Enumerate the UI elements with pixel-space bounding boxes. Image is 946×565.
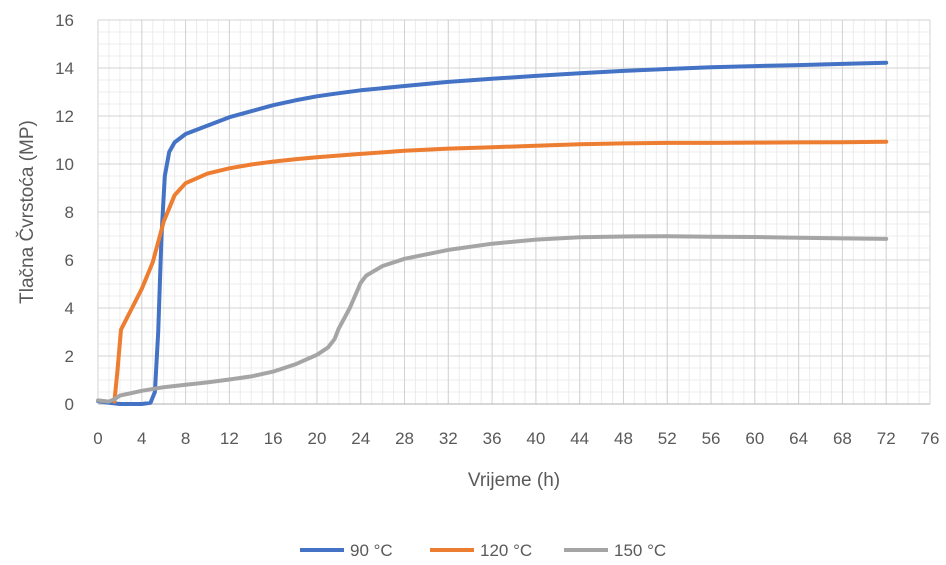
y-axis-title: Tlačna Čvrstoća (MP) — [16, 120, 38, 304]
x-tick-label: 16 — [264, 429, 283, 448]
x-tick-label: 8 — [181, 429, 190, 448]
y-tick-labels: 0 2 4 6 8 10 12 14 16 — [55, 11, 74, 414]
x-tick-label: 32 — [439, 429, 458, 448]
x-tick-label: 36 — [483, 429, 502, 448]
x-tick-label: 12 — [220, 429, 239, 448]
x-axis-title: Vrijeme (h) — [468, 470, 560, 491]
x-tick-label: 4 — [137, 429, 146, 448]
y-tick-label: 10 — [55, 155, 74, 174]
grid-major — [97, 19, 931, 405]
x-tick-label: 40 — [526, 429, 545, 448]
series-lines — [96, 60, 889, 406]
legend: 90 °C 120 °C 150 °C — [300, 541, 666, 560]
legend-label: 120 °C — [480, 541, 532, 560]
legend-label: 90 °C — [350, 541, 393, 560]
y-tick-label: 6 — [65, 251, 74, 270]
x-tick-label: 28 — [395, 429, 414, 448]
x-tick-label: 76 — [921, 429, 940, 448]
x-tick-label: 52 — [658, 429, 677, 448]
y-tick-label: 8 — [65, 203, 74, 222]
x-tick-label: 60 — [745, 429, 764, 448]
x-tick-label: 48 — [614, 429, 633, 448]
series-line — [96, 234, 889, 404]
y-tick-label: 2 — [65, 347, 74, 366]
legend-label: 150 °C — [614, 541, 666, 560]
axes — [97, 20, 930, 405]
x-tick-label: 68 — [833, 429, 852, 448]
y-tick-label: 14 — [55, 59, 74, 78]
x-tick-label: 20 — [307, 429, 326, 448]
x-tick-labels: 0 4 8 12 16 20 24 28 32 36 40 44 48 52 56 60 64 68 72 76 — [93, 429, 939, 448]
x-tick-label: 72 — [877, 429, 896, 448]
x-tick-label: 44 — [570, 429, 589, 448]
y-tick-label: 4 — [65, 299, 74, 318]
series-line — [96, 60, 889, 406]
y-tick-label: 0 — [65, 395, 74, 414]
x-tick-label: 24 — [351, 429, 370, 448]
x-tick-label: 64 — [789, 429, 808, 448]
series-line — [112, 139, 889, 404]
y-tick-label: 12 — [55, 107, 74, 126]
y-tick-label: 16 — [55, 11, 74, 30]
x-tick-label: 56 — [702, 429, 721, 448]
x-tick-label: 0 — [93, 429, 102, 448]
